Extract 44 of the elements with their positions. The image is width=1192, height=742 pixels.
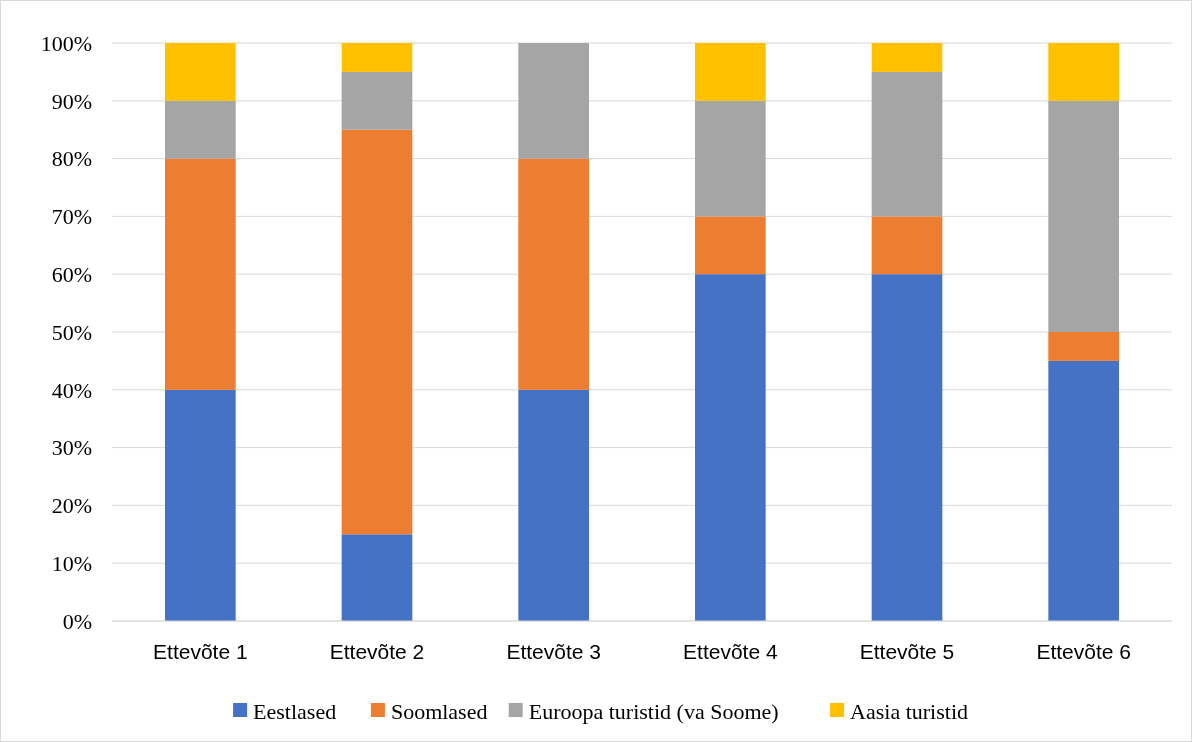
y-tick-label: 30%	[51, 435, 92, 461]
bar	[695, 274, 766, 621]
bar	[871, 43, 943, 72]
legend-label: Eestlased	[253, 698, 337, 724]
bar	[341, 129, 413, 535]
bar	[695, 43, 766, 101]
bar	[165, 43, 236, 101]
x-tick-label: Ettevõte 6	[1036, 640, 1131, 663]
legend-label: Aasia turistid	[850, 698, 969, 724]
bar	[871, 274, 943, 621]
x-tick-label: Ettevõte 3	[506, 640, 601, 663]
y-tick-label: 0%	[62, 608, 92, 634]
bar	[518, 389, 589, 621]
x-tick-label: Ettevõte 4	[683, 640, 778, 663]
y-tick-label: 10%	[51, 550, 92, 576]
bar	[695, 216, 766, 275]
bar	[341, 71, 413, 130]
x-tick-label: Ettevõte 5	[859, 640, 955, 663]
y-tick-label: 80%	[51, 146, 92, 172]
bar	[518, 43, 589, 159]
y-tick-label: 90%	[51, 88, 92, 114]
bar	[341, 43, 413, 72]
legend-label: Soomlased	[390, 698, 488, 724]
bar	[341, 534, 413, 621]
bar	[165, 389, 236, 621]
bar	[165, 158, 236, 390]
bar	[1048, 360, 1119, 621]
x-tick-label: Ettevõte 1	[153, 640, 248, 663]
y-tick-label: 40%	[51, 377, 92, 403]
bar	[1048, 43, 1119, 101]
y-tick-label: 100%	[40, 30, 92, 56]
legend-label: Euroopa turistid (va Soome)	[528, 698, 779, 724]
bar	[518, 158, 589, 390]
y-tick-label: 50%	[51, 319, 92, 345]
y-tick-label: 20%	[51, 493, 92, 519]
bar	[871, 216, 943, 275]
y-tick-label: 60%	[51, 261, 92, 287]
bar	[1048, 100, 1119, 332]
bar	[695, 100, 766, 217]
bar	[165, 100, 236, 159]
y-tick-label: 70%	[51, 204, 92, 230]
bar	[871, 71, 943, 217]
x-tick-label: Ettevõte 2	[329, 640, 425, 663]
bar	[1048, 332, 1119, 361]
